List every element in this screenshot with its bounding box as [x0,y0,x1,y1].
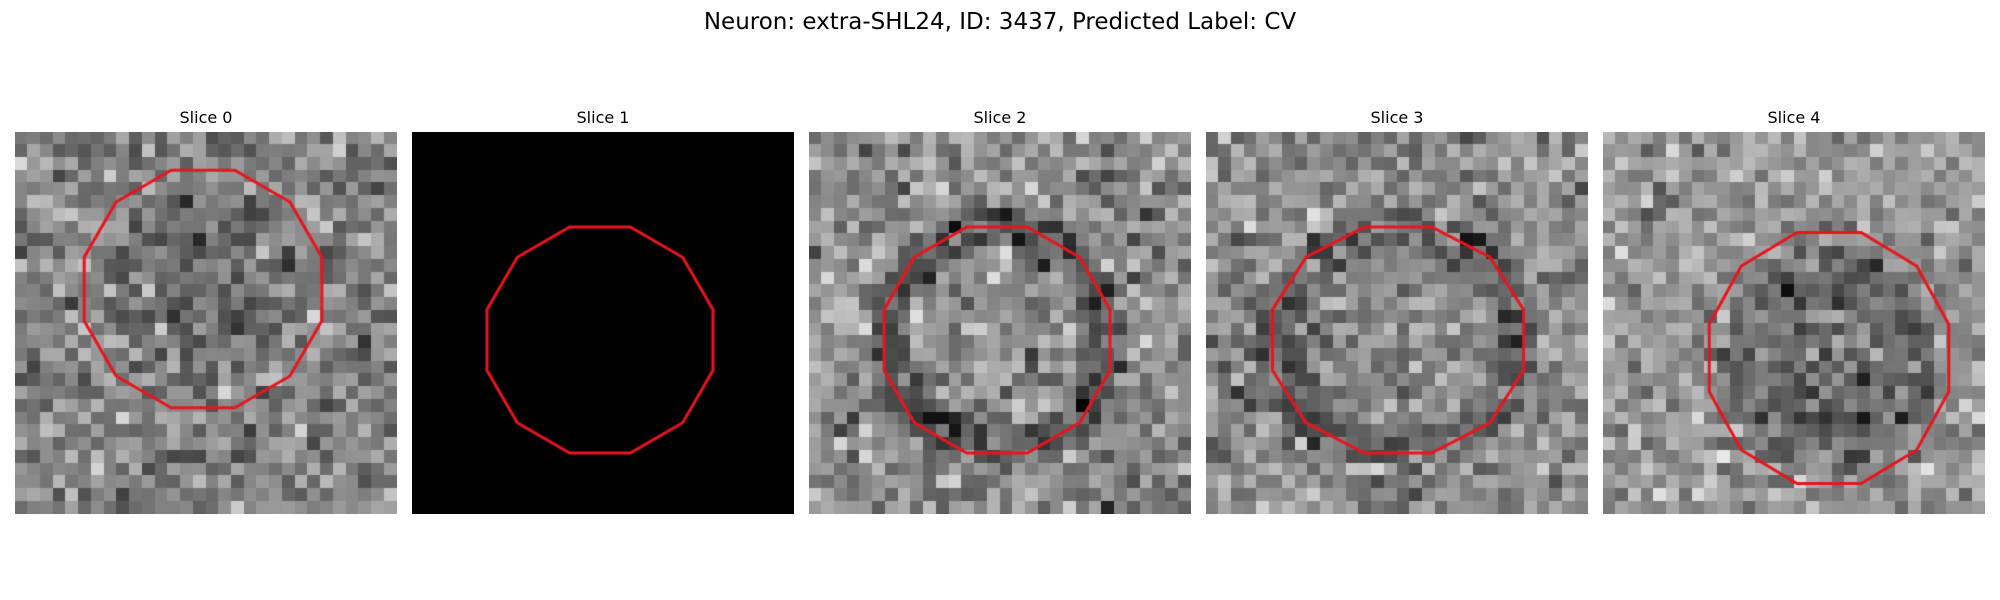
slice-panel-2: Slice 2 [809,108,1191,514]
slice-image-1 [412,132,794,514]
slice-image-4 [1603,132,1985,514]
slice-image-0 [15,132,397,514]
slice-panel-3: Slice 3 [1206,108,1588,514]
slice-panel-0: Slice 0 [15,108,397,514]
slice-image-2 [809,132,1191,514]
slice-title: Slice 2 [973,108,1027,127]
figure-title: Neuron: extra-SHL24, ID: 3437, Predicted… [703,9,1297,35]
slice-title: Slice 3 [1370,108,1424,127]
slice-title: Slice 1 [576,108,630,127]
slice-panel-4: Slice 4 [1603,108,1985,514]
slice-panel-1: Slice 1 [412,108,794,514]
slice-title: Slice 0 [179,108,233,127]
slice-title: Slice 4 [1767,108,1821,127]
slice-image-3 [1206,132,1588,514]
